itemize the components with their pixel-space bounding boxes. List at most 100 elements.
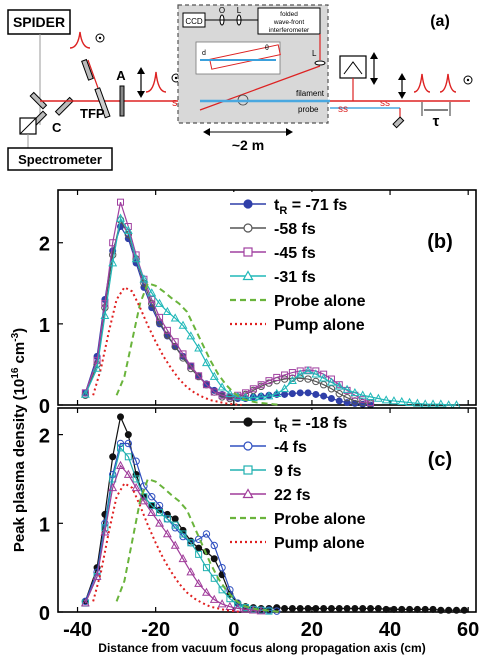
data-point	[327, 604, 335, 612]
x-axis-label: Distance from vacuum focus along propaga…	[98, 641, 425, 655]
data-point	[445, 606, 453, 614]
legend-label: -31 fs	[274, 269, 316, 286]
data-point	[179, 526, 187, 534]
data-point	[163, 515, 171, 523]
y-tick-label: 0	[39, 396, 50, 418]
data-point	[351, 397, 359, 405]
data-point	[162, 306, 172, 315]
data-point	[100, 310, 110, 320]
data-point	[124, 453, 132, 461]
data-point	[139, 274, 149, 283]
aperture-icon	[119, 85, 125, 117]
mirror-icon	[81, 58, 94, 81]
data-point	[225, 601, 235, 610]
data-point	[147, 288, 157, 297]
data-point	[359, 395, 367, 403]
data-point	[257, 381, 265, 389]
legend-marker	[243, 441, 253, 451]
legend-label: Pump alone	[274, 317, 365, 334]
legend-label: tR = -71 fs	[274, 197, 347, 217]
data-point	[116, 213, 125, 222]
data-point	[264, 391, 274, 400]
data-point	[320, 370, 328, 378]
chart-panel-b: 0 1 2 tR = -71 fs -58 fs -45 fs -31 fs Probe al…	[39, 189, 477, 418]
data-point	[210, 555, 218, 563]
ccd-label: CCD	[185, 17, 203, 26]
data-point	[397, 396, 407, 406]
svg-text:interferometer: interferometer	[269, 27, 310, 34]
y-tick-label: 2	[39, 426, 50, 448]
data-point	[109, 453, 117, 461]
data-point	[420, 399, 430, 408]
data-point	[202, 564, 210, 572]
legend-label: 22 fs	[274, 487, 311, 504]
legend-marker	[242, 270, 254, 281]
legend-label: Probe alone	[274, 293, 366, 310]
data-point	[312, 604, 320, 612]
data-point	[367, 604, 375, 612]
data-point	[139, 496, 149, 505]
pulse-icon	[145, 71, 167, 93]
series-line-b-5	[92, 286, 242, 406]
data-point	[406, 605, 414, 613]
data-point	[296, 389, 304, 397]
data-point	[131, 482, 141, 492]
series-line-c-5	[92, 482, 242, 613]
x-tick-label: 60	[457, 619, 479, 641]
series-line-c-4	[115, 477, 281, 613]
data-point	[117, 198, 125, 206]
data-point	[334, 381, 344, 390]
setup-schematic: SPIDER TFP A ss C Spectrometer	[7, 4, 473, 171]
data-point	[202, 530, 211, 538]
data-point	[209, 594, 219, 603]
pulse-icon	[413, 73, 431, 93]
data-point	[412, 398, 422, 407]
data-point	[162, 529, 172, 538]
y-axis-label: Peak plasma density (1016 cm-3)	[10, 328, 28, 552]
data-point	[124, 439, 133, 448]
data-point	[195, 550, 203, 558]
legend-marker	[243, 223, 253, 233]
x-tick-label: 40	[379, 619, 401, 641]
c-label: C	[52, 120, 62, 135]
data-point	[373, 393, 383, 402]
data-point	[265, 377, 273, 385]
data-point	[116, 460, 125, 469]
data-point	[202, 357, 211, 367]
spider-label: SPIDER	[13, 14, 65, 30]
data-point	[187, 362, 195, 370]
data-point	[171, 515, 179, 523]
data-point	[312, 377, 320, 386]
data-point	[178, 553, 188, 563]
data-point	[389, 396, 399, 405]
data-point	[366, 392, 375, 401]
data-point	[304, 604, 312, 612]
data-point	[241, 604, 250, 613]
data-point	[170, 540, 180, 549]
x-tick-label: -40	[63, 619, 92, 641]
svg-text:wave-front: wave-front	[273, 19, 305, 26]
data-point	[335, 397, 343, 405]
data-point	[101, 300, 109, 308]
data-point	[312, 390, 320, 398]
data-point	[320, 392, 328, 400]
data-point	[186, 331, 196, 340]
legend-label: -4 fs	[274, 439, 307, 456]
spider-box	[7, 9, 71, 35]
data-point	[147, 507, 157, 516]
data-point	[171, 521, 179, 529]
legend-marker	[242, 488, 254, 499]
svg-text:ss: ss	[338, 104, 348, 115]
polarization-dot-icon	[95, 33, 105, 43]
data-point	[327, 377, 336, 386]
data-point	[117, 444, 125, 452]
data-point	[218, 391, 226, 399]
x-tick-label: 0	[228, 619, 239, 641]
legend-c	[222, 410, 387, 560]
data-point	[428, 399, 438, 408]
data-point	[132, 457, 140, 465]
data-point	[281, 371, 289, 379]
data-point	[179, 350, 187, 358]
data-point	[272, 388, 282, 397]
data-point	[342, 384, 352, 393]
